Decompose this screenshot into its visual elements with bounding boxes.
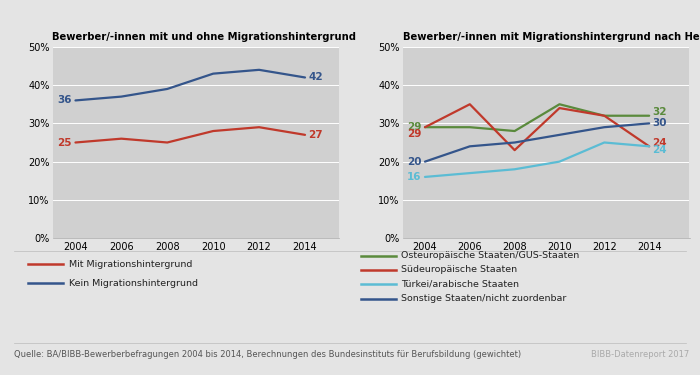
Text: Quelle: BA/BIBB-Bewerberbefragungen 2004 bis 2014, Berechnungen des Bundesinstit: Quelle: BA/BIBB-Bewerberbefragungen 2004… bbox=[14, 350, 521, 359]
Text: 36: 36 bbox=[57, 95, 71, 105]
Text: 16: 16 bbox=[407, 172, 421, 182]
Text: 24: 24 bbox=[652, 145, 667, 155]
Text: Bewerber/-innen mit und ohne Migrationshintergrund: Bewerber/-innen mit und ohne Migrationsh… bbox=[52, 32, 356, 42]
Text: Sonstige Staaten/nicht zuordenbar: Sonstige Staaten/nicht zuordenbar bbox=[401, 294, 566, 303]
Text: BIBB-Datenreport 2017: BIBB-Datenreport 2017 bbox=[592, 350, 690, 359]
Text: 29: 29 bbox=[407, 129, 421, 139]
Text: Kein Migrationshintergrund: Kein Migrationshintergrund bbox=[69, 279, 197, 288]
Text: 27: 27 bbox=[309, 130, 323, 140]
Text: Bewerber/-innen mit Migrationshintergrund nach Herkunftsregionen: Bewerber/-innen mit Migrationshintergrun… bbox=[402, 32, 700, 42]
Text: 20: 20 bbox=[407, 157, 421, 166]
Text: 25: 25 bbox=[57, 138, 71, 147]
Text: 29: 29 bbox=[407, 122, 421, 132]
Text: Mit Migrationshintergrund: Mit Migrationshintergrund bbox=[69, 260, 192, 269]
Text: Osteuropäische Staaten/GUS-Staaten: Osteuropäische Staaten/GUS-Staaten bbox=[401, 251, 580, 260]
Text: Türkei/arabische Staaten: Türkei/arabische Staaten bbox=[401, 280, 519, 289]
Text: 24: 24 bbox=[652, 138, 667, 147]
Text: 32: 32 bbox=[652, 107, 667, 117]
Text: 42: 42 bbox=[309, 72, 323, 82]
Text: Südeuropäische Staaten: Südeuropäische Staaten bbox=[401, 266, 517, 274]
Text: 30: 30 bbox=[652, 118, 667, 128]
